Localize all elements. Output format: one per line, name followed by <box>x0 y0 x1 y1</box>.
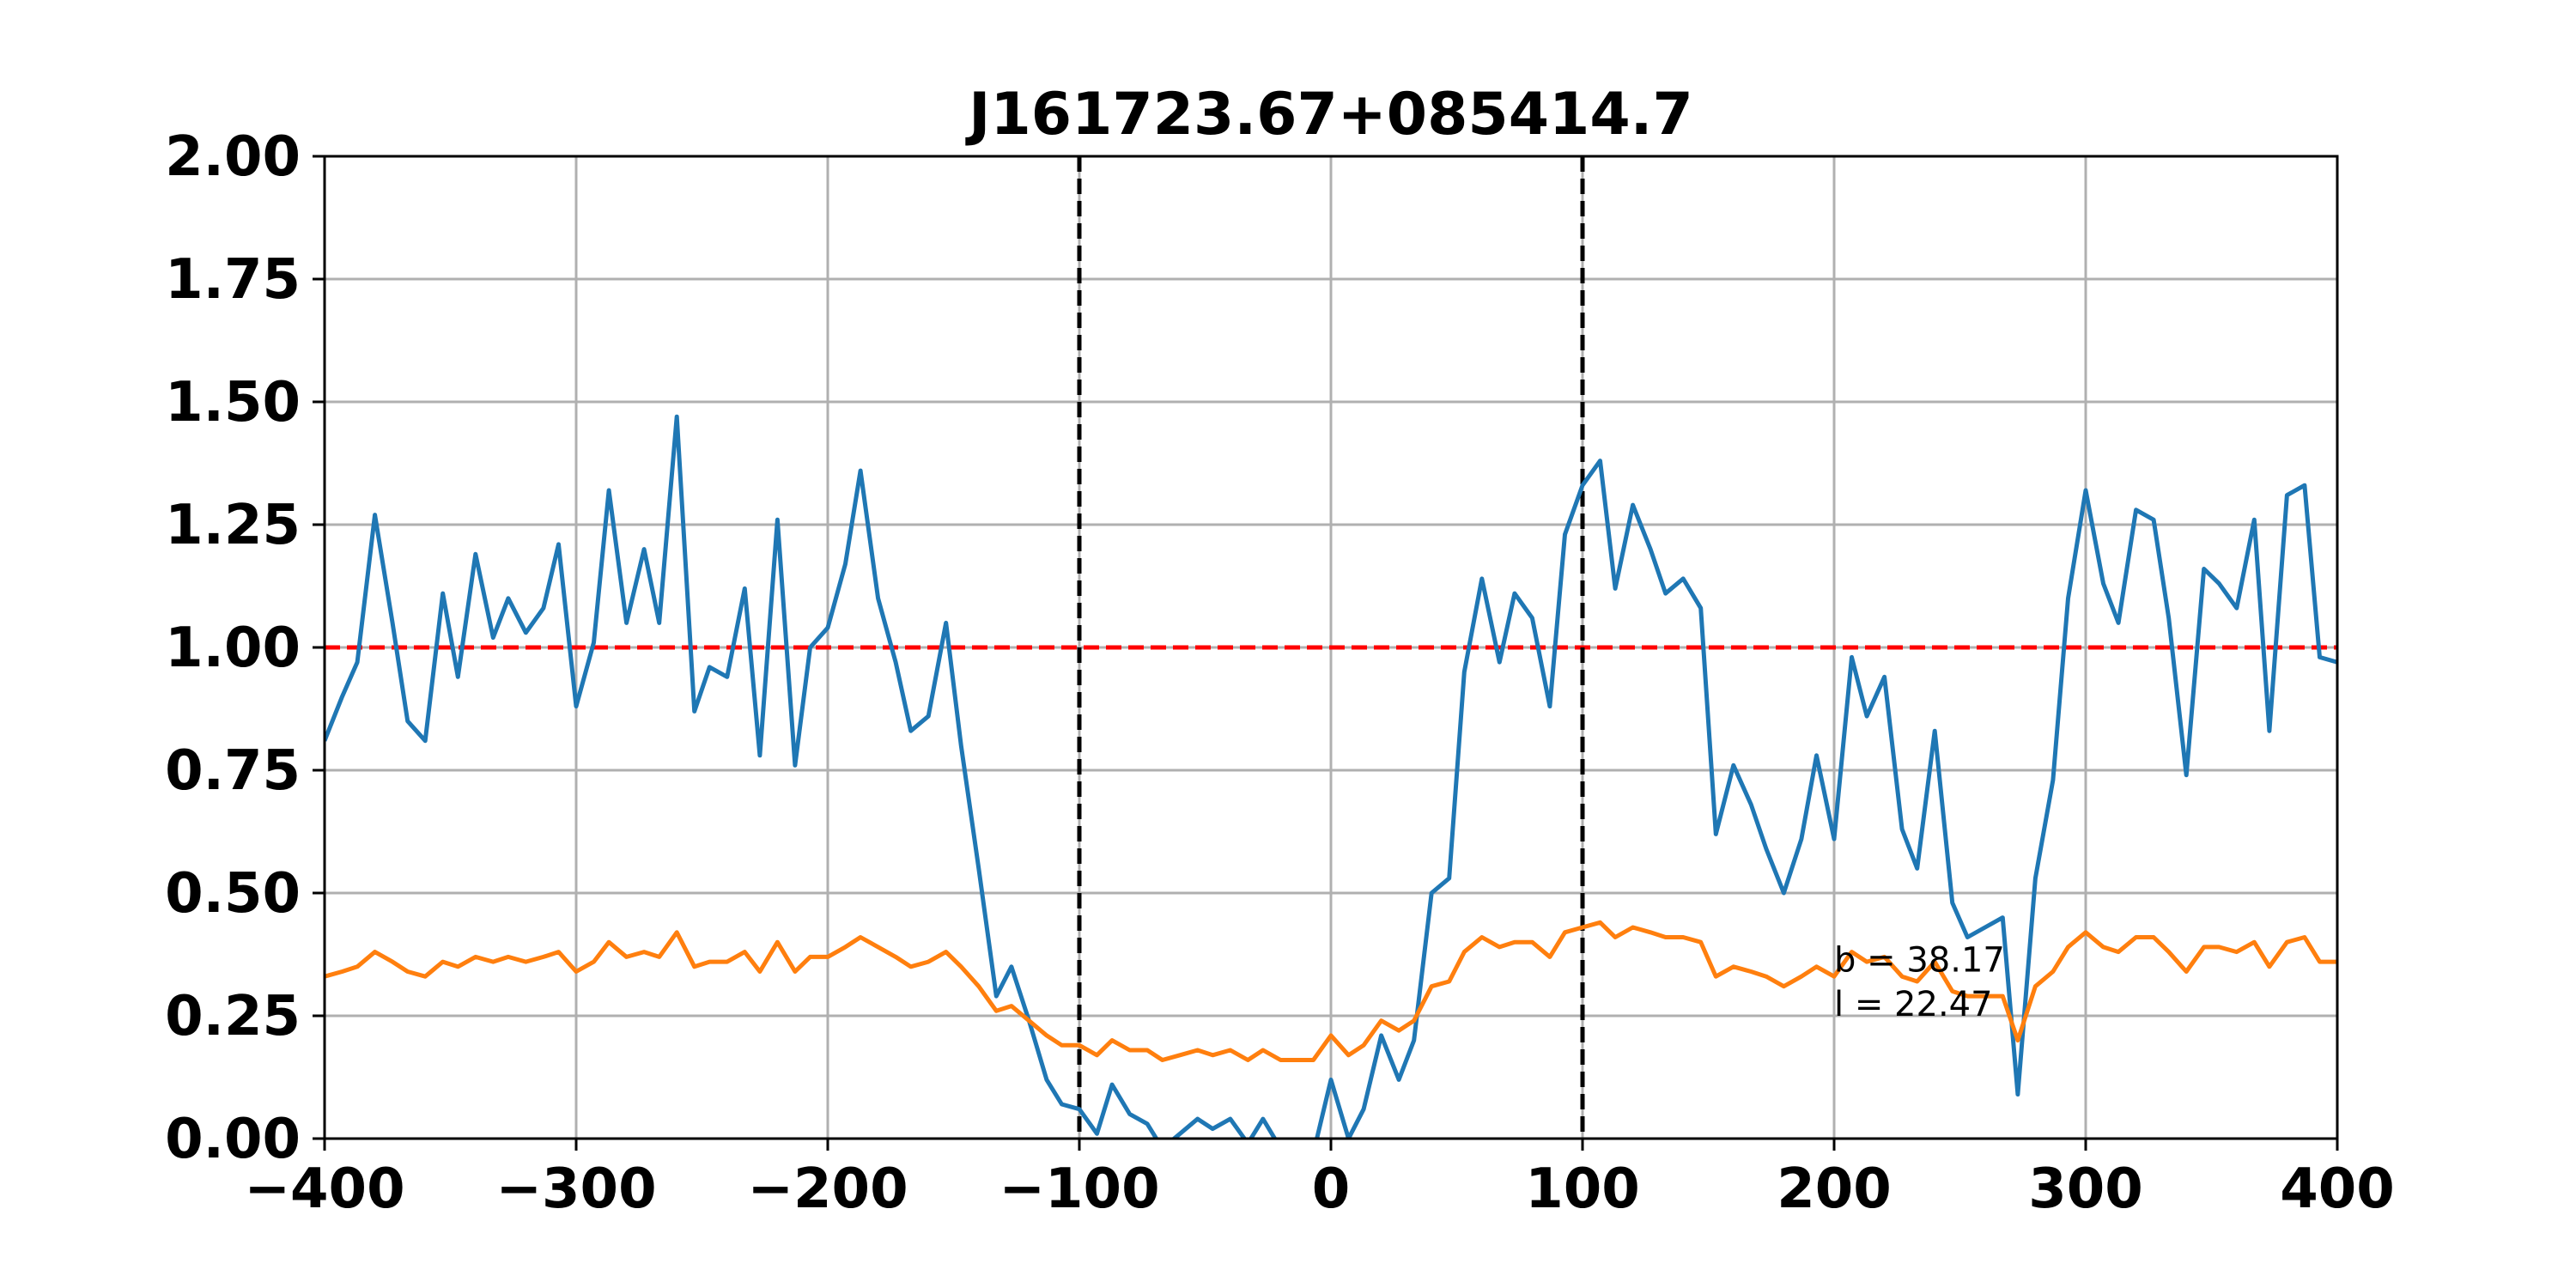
y-axis: 0.00 0.25 0.50 0.75 1.00 1.25 1.50 1.75 2.00 <box>165 125 325 1171</box>
x-tick-label: −400 <box>244 1157 404 1221</box>
series-line-2 <box>325 920 2337 1062</box>
y-tick-label: 1.50 <box>165 371 301 434</box>
data-series <box>325 414 2337 1139</box>
y-tick-label: 1.25 <box>165 494 301 557</box>
y-tick-label: 0.00 <box>165 1108 301 1171</box>
y-tick-label: 0.75 <box>165 739 301 803</box>
x-tick-label: −300 <box>495 1157 656 1221</box>
y-tick-label: 0.25 <box>165 985 301 1048</box>
annotation-text: b = 38.17 <box>1834 941 2005 981</box>
chart-title: J161723.67+085414.7 <box>965 81 1693 149</box>
x-tick-label: 300 <box>2028 1157 2143 1221</box>
reference-lines <box>325 156 2337 1139</box>
x-tick-label: −200 <box>747 1157 908 1221</box>
y-tick-label: 2.00 <box>165 125 301 189</box>
y-tick-label: 1.00 <box>165 617 301 680</box>
x-tick-label: 200 <box>1777 1157 1892 1221</box>
y-tick-label: 0.50 <box>165 862 301 926</box>
y-tick-label: 1.75 <box>165 248 301 312</box>
x-axis: −400 −300 −200 −100 0 100 200 300 400 <box>244 1139 2395 1221</box>
x-tick-label: 0 <box>1312 1157 1351 1221</box>
x-tick-label: −100 <box>999 1157 1159 1221</box>
series-line-1 <box>325 414 2337 1139</box>
annotations: b = 38.17 l = 22.47 <box>1834 941 2005 1024</box>
annotation-text: l = 22.47 <box>1834 985 1993 1024</box>
x-tick-label: 400 <box>2280 1157 2395 1221</box>
x-tick-label: 100 <box>1525 1157 1640 1221</box>
